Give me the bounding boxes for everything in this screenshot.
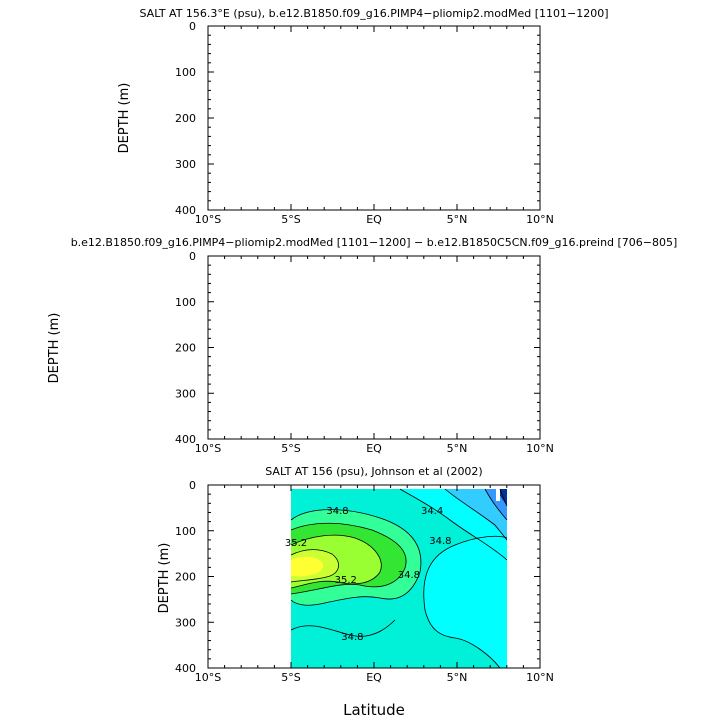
salinity-contours [290,488,508,669]
y-tick-label: 300 [175,616,196,629]
contour-label: 34.8 [326,506,348,517]
contour-label: 35.2 [285,538,307,549]
x-axis-label: Latitude [343,701,405,719]
x-tick-label: 10°N [526,213,554,226]
panel-3-ticks: 10°S 5°S EQ 5°N 10°N 0 100 200 300 400 [175,479,554,684]
panel-1-title: SALT AT 156.3°E (psu), b.e12.B1850.f09_g… [140,7,609,20]
x-tick-label: EQ [366,213,382,226]
x-tick-label: 5°S [281,671,300,684]
salinity-fresher-surface [445,489,507,540]
panel-3-y-axis-label: DEPTH (m) [157,543,172,614]
contour-label: 34.8 [398,570,420,581]
x-tick-label: 10°S [195,213,221,226]
x-tick-label: 5°S [281,213,300,226]
contour-line [499,488,508,507]
contour-label: 34.8 [341,632,363,643]
contour-label: 34.4 [421,506,443,517]
x-tick-label: 10°S [195,671,221,684]
contour-line [423,535,508,611]
y-tick-label: 100 [175,296,196,309]
panel-3: SALT AT 156 (psu), Johnson et al (2002) [157,465,554,719]
contour-line [290,534,382,589]
contour-line [290,509,422,606]
salinity-field [291,489,507,668]
contour-line [290,522,407,595]
y-tick-label: 200 [175,571,196,584]
panel-1-y-axis-label: DEPTH (m) [117,83,132,154]
panel-1: SALT AT 156.3°E (psu), b.e12.B1850.f09_g… [117,7,609,226]
y-tick-label: 400 [175,433,196,446]
x-tick-label: EQ [366,442,382,455]
y-tick-label: 0 [189,20,196,33]
y-tick-label: 300 [175,387,196,400]
x-tick-label: 10°N [526,442,554,455]
salinity-fresh-deep [423,536,507,668]
panel-2-y-axis-label: DEPTH (m) [47,313,62,384]
data-gap [496,489,500,501]
contour-line [290,619,396,637]
contour-line [484,488,508,521]
panel-3-title: SALT AT 156 (psu), Johnson et al (2002) [265,465,482,478]
panel-2: b.e12.B1850.f09_g16.PIMP4−pliomip2.modMe… [47,236,677,455]
y-tick-label: 400 [175,204,196,217]
y-tick-label: 100 [175,525,196,538]
panel-2-title: b.e12.B1850.f09_g16.PIMP4−pliomip2.modMe… [71,236,678,249]
y-tick-label: 100 [175,66,196,79]
panel-2-plot-area [207,255,541,440]
y-tick-label: 0 [189,479,196,492]
x-tick-label: EQ [366,671,382,684]
y-tick-label: 200 [175,112,196,125]
contour-line [399,488,508,561]
contour-labels: 34.4 34.8 35.2 35.2 34.8 34.8 34.8 [285,506,452,643]
salinity-maximum-core [291,556,324,577]
panel-1-plot-area [207,25,541,211]
panel-2-ticks: 10°S 5°S EQ 5°N 10°N 0 100 200 300 400 [175,250,554,455]
x-tick-label: 10°N [526,671,554,684]
y-tick-label: 300 [175,158,196,171]
y-tick-label: 0 [189,250,196,263]
panel-1-ticks: 10°S 5°S EQ 5°N 10°N 0 100 200 300 400 [175,20,554,226]
contour-label: 34.8 [429,536,451,547]
contour-line [444,488,508,541]
x-tick-label: 5°N [447,213,468,226]
x-tick-label: 5°N [447,442,468,455]
x-tick-label: 5°N [447,671,468,684]
contour-label: 35.2 [335,575,357,586]
contour-line [290,549,339,583]
contour-line [424,609,501,669]
y-tick-label: 400 [175,662,196,675]
x-tick-label: 5°S [281,442,300,455]
y-tick-label: 200 [175,342,196,355]
x-tick-label: 10°S [195,442,221,455]
